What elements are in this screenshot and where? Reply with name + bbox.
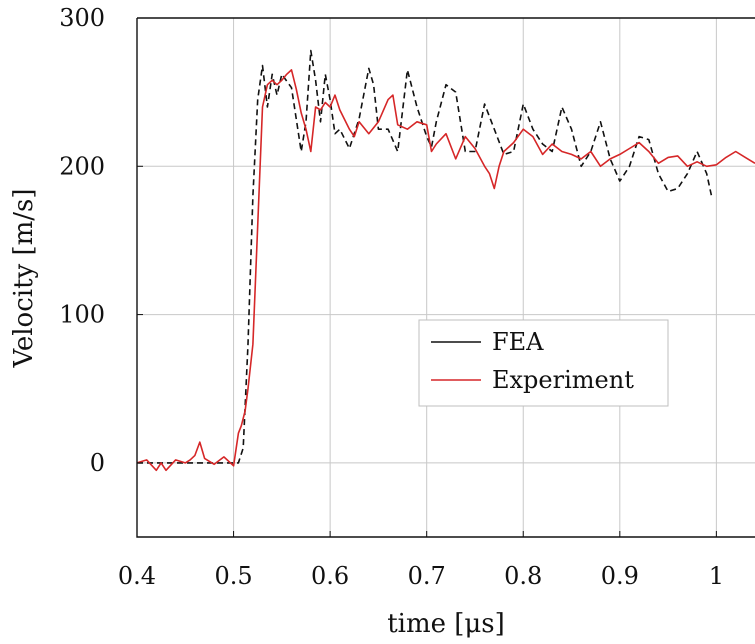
x-tick-label: 0.6	[311, 562, 349, 590]
x-tick-label: 0.5	[214, 562, 252, 590]
y-tick-label: 0	[90, 449, 105, 477]
series-line-fea	[137, 49, 713, 464]
y-tick-label: 200	[59, 152, 105, 180]
series-line-experiment	[136, 69, 755, 472]
x-tick-label: 1	[709, 562, 724, 590]
x-tick-label: 0.7	[408, 562, 446, 590]
x-axis-title: time [μs]	[387, 609, 505, 639]
x-tick-label: 0.4	[118, 562, 156, 590]
legend-box	[418, 319, 669, 407]
y-tick-label: 300	[59, 4, 105, 32]
series-lines	[136, 49, 755, 472]
tick-labels: 0.4 0.5 0.6 0.7 0.8 0.9 1 0 100 200 300	[59, 4, 724, 590]
plot-frame	[136, 17, 755, 538]
legend: FEA Experiment	[418, 319, 669, 407]
legend-label-fea: FEA	[492, 328, 544, 356]
grid	[137, 18, 755, 537]
axis-frame	[136, 17, 755, 538]
x-tick-label: 0.9	[601, 562, 639, 590]
legend-label-experiment: Experiment	[492, 366, 634, 394]
y-tick-label: 100	[59, 301, 105, 329]
y-axis-title: Velocity [m/s]	[9, 188, 39, 368]
x-tick-label: 0.8	[504, 562, 542, 590]
